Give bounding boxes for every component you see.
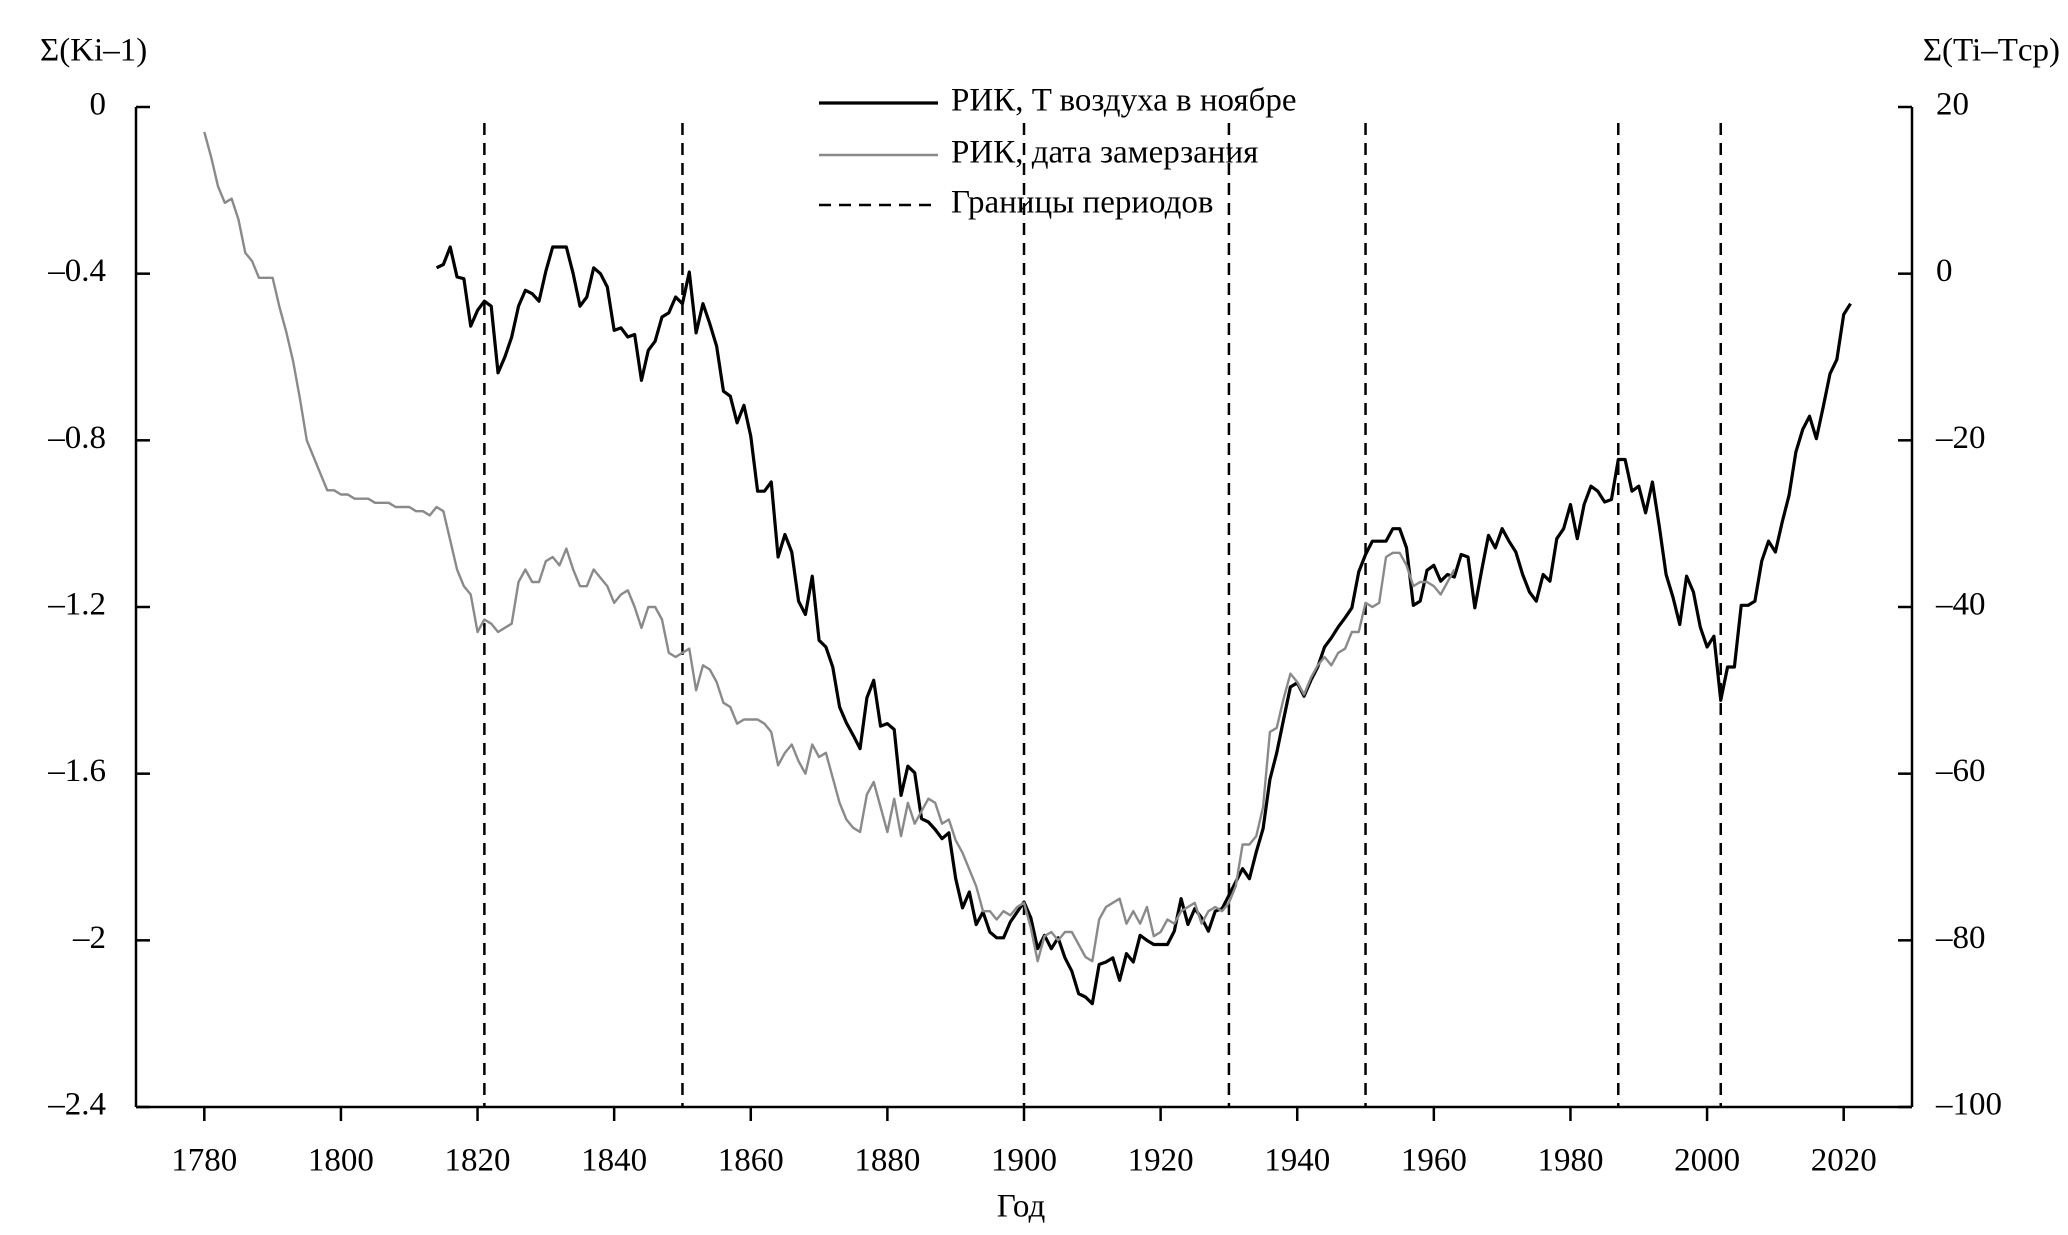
x-tick-label: 1860 (718, 1143, 784, 1179)
x-tick-label: 1840 (581, 1143, 647, 1179)
y2-tick-label: 0 (1936, 253, 1953, 289)
x-tick-label: 1880 (854, 1143, 920, 1179)
x-axis-label: Год (997, 1189, 1046, 1225)
y2-tick-label: –100 (1935, 1087, 2002, 1123)
x-tick-label: 1960 (1401, 1143, 1467, 1179)
y2-axis-label: Σ(Ti–Tср) (1923, 33, 2060, 69)
y2-tick-label: 20 (1936, 87, 1969, 123)
x-tick-label: 1820 (445, 1143, 511, 1179)
y2-tick-label: –40 (1935, 587, 1986, 623)
y-tick-label: –0.8 (47, 420, 106, 456)
data-line (435, 245, 1852, 1006)
y2-tick-label: –20 (1935, 420, 1986, 456)
y-tick-label: –1.2 (47, 587, 106, 623)
x-tick-label: 1800 (308, 1143, 374, 1179)
legend-label: РИК, дата замерзания (951, 135, 1258, 171)
x-tick-label: 1900 (991, 1143, 1057, 1179)
y-tick-label: –2.4 (47, 1087, 106, 1123)
legend-label: РИК, T воздуха в ноябре (951, 83, 1297, 119)
data-line (203, 131, 1456, 963)
y-tick-label: –2 (72, 920, 106, 956)
y2-tick-label: –60 (1935, 753, 1986, 789)
x-tick-label: 1980 (1537, 1143, 1603, 1179)
y-tick-label: –0.4 (47, 253, 106, 289)
legend-label: Границы периодов (951, 185, 1213, 221)
x-tick-label: 1780 (171, 1143, 237, 1179)
x-tick-label: 1940 (1264, 1143, 1330, 1179)
y2-tick-label: –80 (1935, 920, 1986, 956)
y-tick-label: 0 (90, 87, 107, 123)
y-axis-label: Σ(Ki–1) (40, 33, 147, 69)
x-tick-label: 1920 (1128, 1143, 1194, 1179)
x-tick-label: 2000 (1674, 1143, 1740, 1179)
x-tick-label: 2020 (1811, 1143, 1877, 1179)
y-tick-label: –1.6 (47, 753, 106, 789)
